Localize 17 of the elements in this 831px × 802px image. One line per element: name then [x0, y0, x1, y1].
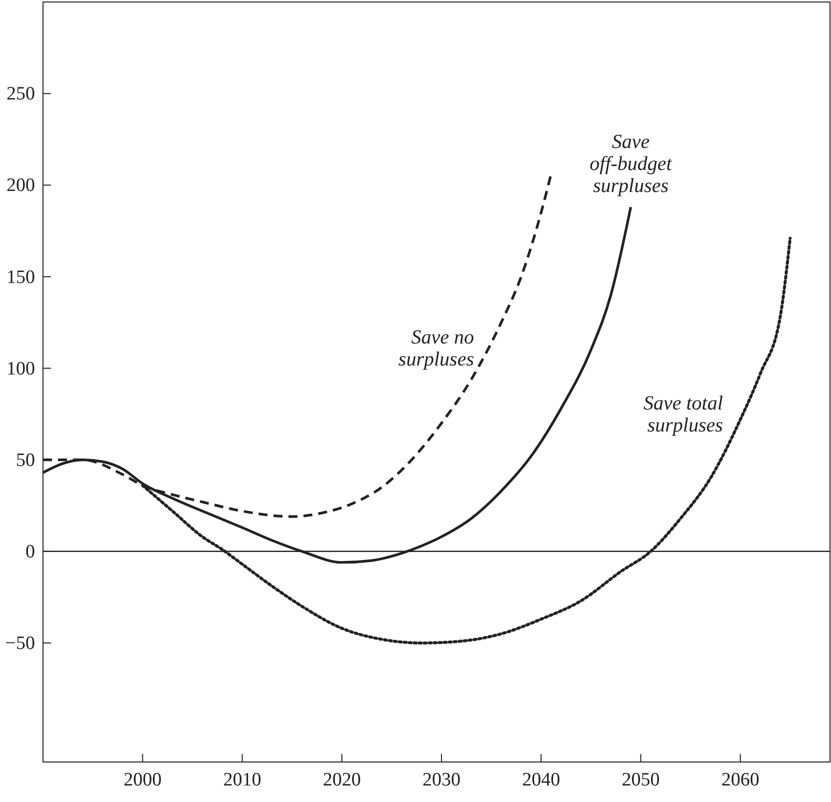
- x-tick-label: 2010: [223, 769, 262, 790]
- y-tick-label: 0: [26, 541, 35, 562]
- y-tick-label: 150: [6, 266, 35, 288]
- x-tick-label: 2000: [124, 769, 162, 790]
- x-tick-label: 2040: [522, 769, 560, 790]
- x-tick-label: 2030: [422, 769, 460, 790]
- series-label: Save total surpluses: [643, 392, 724, 437]
- text: Save off-budget surpluses: [590, 131, 672, 198]
- y-tick-label: 100: [6, 358, 35, 380]
- y-tick-label: 250: [6, 84, 35, 105]
- y-tick-label: 50: [16, 450, 35, 471]
- x-tick-label: 2050: [622, 769, 660, 790]
- y-tick-label: 200: [6, 175, 35, 196]
- x-tick-label: 2020: [322, 769, 361, 790]
- series-label: Save no surpluses: [398, 326, 474, 371]
- x-tick-label: 2060: [721, 769, 760, 790]
- y-tick-label: −50: [5, 633, 35, 654]
